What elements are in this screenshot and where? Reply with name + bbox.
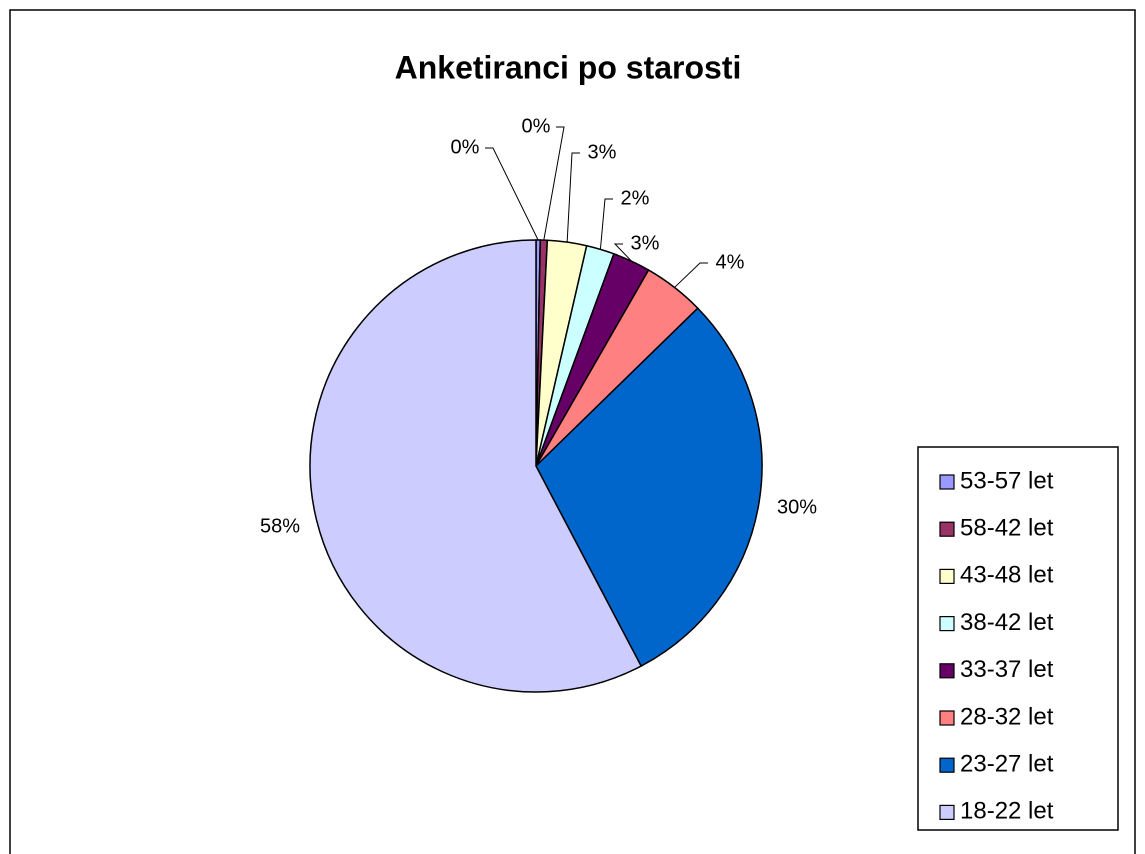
data-label: 0%: [451, 136, 480, 158]
data-label: 3%: [588, 141, 617, 163]
legend-swatch: [939, 710, 955, 726]
legend-label: 58-42 let: [960, 515, 1054, 542]
legend-label: 18-22 let: [960, 798, 1054, 825]
legend-swatch: [939, 615, 955, 632]
leader-line: [599, 198, 613, 250]
data-label: 4%: [716, 251, 745, 273]
legend-label: 33-37 let: [960, 656, 1054, 683]
leader-line: [674, 262, 708, 288]
legend-swatch: [939, 568, 955, 585]
legend-label: 23-27 let: [960, 751, 1054, 778]
leader-line: [613, 243, 632, 262]
pie-slice: [535, 307, 763, 668]
legend-swatch: [939, 521, 955, 537]
data-label: 3%: [631, 232, 660, 254]
legend-label: 53-57 let: [960, 467, 1054, 494]
leader-line: [543, 126, 565, 241]
legend-swatch: [939, 474, 955, 490]
data-label: 30%: [777, 496, 817, 518]
chart-frame: [9, 9, 1136, 854]
data-label: 2%: [621, 187, 650, 209]
legend-swatch: [939, 804, 955, 821]
chart-title: Anketiranci po starosti: [395, 49, 742, 85]
legend-swatch: [939, 663, 955, 679]
data-label: 0%: [522, 115, 551, 137]
pie-slice: [309, 239, 643, 693]
legend-label: 43-48 let: [960, 562, 1054, 589]
leader-line: [485, 147, 539, 241]
legend-swatch: [939, 757, 955, 773]
data-label: 58%: [260, 515, 300, 537]
legend-label: 28-32 let: [960, 703, 1054, 730]
leader-line: [566, 152, 580, 243]
legend-label: 38-42 let: [960, 609, 1054, 636]
